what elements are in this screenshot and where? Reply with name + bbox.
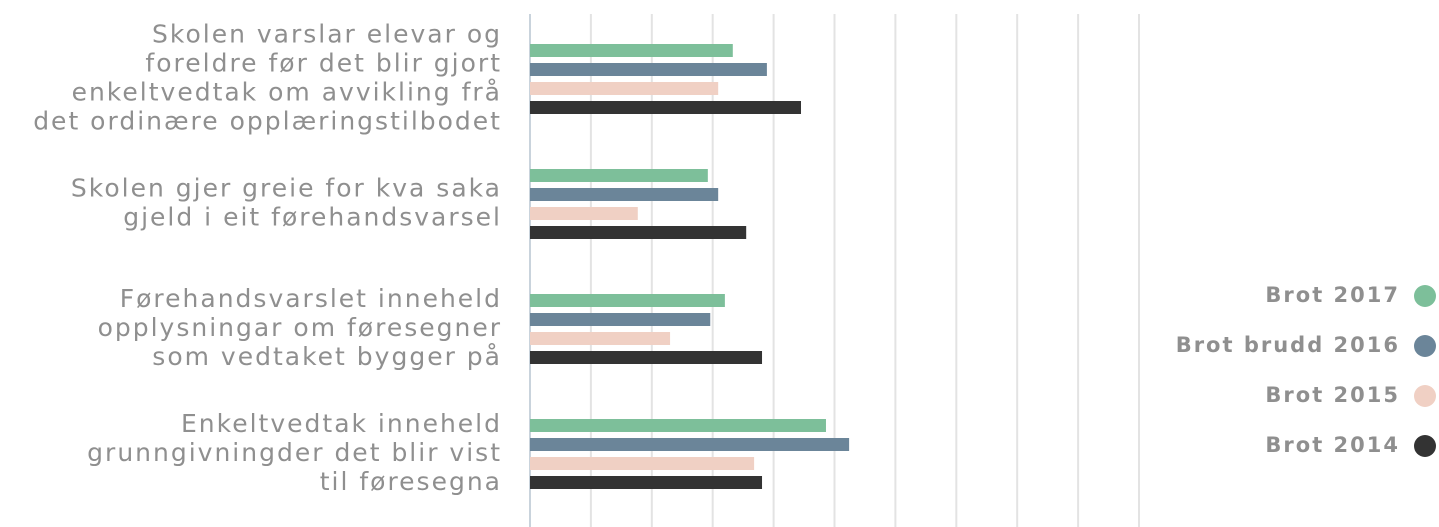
- bar: [530, 44, 733, 57]
- bar: [530, 82, 719, 95]
- bar: [530, 457, 755, 470]
- category-label: til føresegna: [320, 467, 502, 496]
- legend-swatch: [1414, 385, 1436, 407]
- legend-label: Brot 2014: [1265, 433, 1400, 457]
- bar: [530, 207, 638, 220]
- category-label: det ordinære opplæringstilbodet: [33, 107, 502, 136]
- category-label: som vedtaket bygger på: [152, 342, 502, 371]
- legend-label: Brot 2017: [1265, 283, 1400, 307]
- legend-label: Brot 2015: [1265, 383, 1400, 407]
- category-label: foreldre før det blir gjort: [145, 49, 502, 78]
- legend-swatch: [1414, 435, 1436, 457]
- category-label: gjeld i eit førehandsvarsel: [123, 203, 502, 232]
- legend-label: Brot brudd 2016: [1176, 333, 1400, 357]
- category-label: enkeltvedtak om avvikling frå: [72, 78, 502, 107]
- bar: [530, 169, 708, 182]
- bar: [530, 419, 826, 432]
- bar: [530, 313, 711, 326]
- category-label: Skolen gjer greie for kva saka: [71, 174, 502, 203]
- category-label: Enkeltvedtak inneheld: [181, 409, 502, 438]
- category-label: Skolen varslar elevar og: [152, 20, 502, 49]
- bar: [530, 188, 719, 201]
- category-label: opplysningar om føresegner: [98, 313, 502, 342]
- bar: [530, 101, 802, 114]
- bar: [530, 226, 747, 239]
- legend-swatch: [1414, 285, 1436, 307]
- bar: [530, 438, 850, 451]
- bar: [530, 332, 671, 345]
- bar: [530, 351, 763, 364]
- category-label: Førehandsvarslet inneheld: [120, 284, 502, 313]
- category-label: grunngivningder det blir vist: [87, 438, 502, 467]
- bar: [530, 476, 763, 489]
- legend-swatch: [1414, 335, 1436, 357]
- bar: [530, 294, 725, 307]
- bar: [530, 63, 767, 76]
